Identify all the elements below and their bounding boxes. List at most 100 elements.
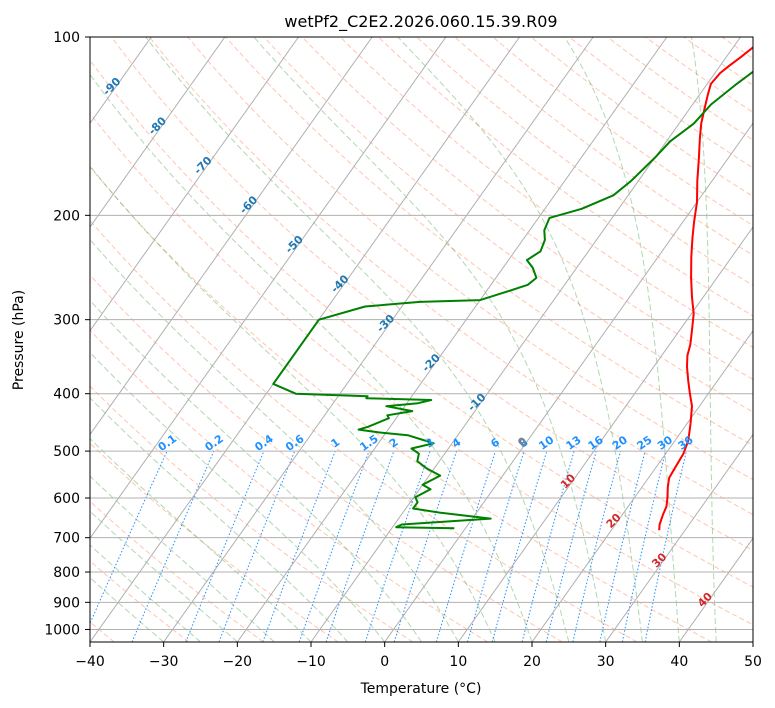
y-tick-label: 1000 [44, 622, 80, 638]
y-axis-label: Pressure (hPa) [11, 290, 27, 390]
x-tick-label: −40 [75, 654, 105, 670]
dry-adiabat-line [90, 165, 712, 642]
dry-adiabat-line [339, 37, 753, 348]
y-tick-label: 700 [53, 531, 80, 547]
y-tick-label: 800 [53, 565, 80, 581]
x-tick-label: 10 [449, 654, 467, 670]
mixing-ratio-line [218, 450, 296, 642]
isotherm-line [90, 37, 373, 436]
y-tick-label: 600 [53, 491, 80, 507]
moist-adiabat-line [90, 397, 349, 642]
dry-adiabat-line [645, 37, 753, 113]
mixing-ratio-label: 6 [488, 435, 502, 450]
mixing-ratio-label: 2 [387, 436, 401, 451]
mixing-ratio-line [185, 450, 265, 642]
isotherm-line [310, 37, 741, 642]
isotherm-line [531, 329, 753, 642]
dewpoint-profile-line [272, 70, 753, 530]
isotherm-line [752, 641, 753, 642]
mixing-ratio-line [298, 450, 370, 642]
mixing-ratio-label: 3 [423, 436, 437, 451]
mixing-ratio-line [521, 450, 575, 642]
isotherm-label: -40 [328, 272, 351, 295]
moist-adiabat-line [90, 510, 238, 642]
isotherm-label: -30 [374, 312, 397, 335]
moist-adiabat-line [90, 544, 201, 642]
mixing-ratio-line [644, 450, 687, 642]
isotherm-line [90, 37, 299, 332]
isotherm-line [384, 122, 753, 642]
mixing-ratio-line [621, 450, 667, 642]
dry-adiabat-line [492, 37, 753, 227]
moist-adiabat-line [253, 37, 607, 642]
mixing-ratio-label: 25 [635, 433, 655, 452]
x-tick-label: 40 [670, 654, 688, 670]
moist-adiabat-line [564, 37, 680, 642]
dry-adiabat-line [90, 59, 753, 588]
temperature-profile-line [658, 46, 753, 531]
dry-adiabat-line [530, 37, 753, 198]
y-tick-label: 100 [53, 30, 80, 46]
mixing-ratio-line [435, 450, 496, 642]
moist-adiabat-line [90, 73, 533, 642]
y-tick-label: 900 [53, 595, 80, 611]
isotherm-line [90, 37, 447, 540]
dry-adiabat-line [90, 219, 638, 642]
x-tick-label: −20 [223, 654, 253, 670]
dry-adiabat-line [607, 37, 753, 141]
x-axis: −40 −30 −20 −10 0 10 20 30 40 50 [75, 642, 762, 670]
y-tick-label: 300 [53, 313, 80, 329]
isotherm-label: 40 [695, 590, 715, 610]
moist-adiabat-line [90, 165, 496, 642]
moist-adiabat-line [90, 437, 312, 642]
mixing-ratio-label: 16 [586, 433, 606, 453]
dry-adiabat-line [90, 274, 563, 642]
dry-adiabat-line [90, 112, 753, 626]
chart-title: wetPf2_C2E2.2026.060.15.39.R09 [284, 12, 557, 32]
mixing-ratio-line [131, 450, 215, 642]
mixing-ratio-label: 30 [655, 433, 675, 453]
mixing-ratio-line [325, 450, 395, 642]
isotherm-label: -70 [191, 154, 214, 177]
moist-adiabat-line [397, 37, 643, 642]
mixing-ratio-line [572, 450, 621, 642]
mixing-ratio-line [90, 450, 168, 625]
mixing-ratio-line [364, 450, 431, 642]
isotherm-line [236, 37, 668, 642]
dry-adiabat-line [378, 37, 753, 317]
y-axis: 100 200 300 400 500 600 700 800 900 1000 [44, 30, 90, 638]
isotherm-label: 10 [558, 471, 578, 491]
dry-adiabat-line [149, 37, 753, 516]
isotherm-label: -50 [283, 233, 306, 256]
sounding-layer [272, 46, 753, 531]
dry-adiabat-line [454, 37, 753, 256]
moist-adiabat-line [691, 37, 717, 642]
grid-layer [90, 37, 753, 642]
mixing-ratio-line [599, 450, 646, 642]
moist-adiabat-line [90, 299, 422, 642]
mixing-ratio-line [467, 450, 525, 642]
isotherm-label: -20 [420, 351, 443, 374]
y-tick-label: 200 [53, 208, 80, 224]
moist-adiabat-line [90, 475, 275, 642]
dry-adiabat-line [683, 37, 753, 86]
mixing-ratio-line [262, 450, 336, 642]
x-tick-label: −10 [296, 654, 326, 670]
dry-adiabat-line [111, 37, 753, 551]
isotherm-line [163, 37, 594, 642]
isopleth-label-layer: 0.1 0.2 0.4 0.6 1 1.5 2 3 4 6 8 10 13 16 20 25 30 36-100-… [100, 75, 715, 610]
dry-adiabat-line [263, 37, 753, 413]
y-tick-label: 400 [53, 387, 80, 403]
moist-adiabat-line [90, 351, 386, 642]
mixing-ratio-label: 1 [329, 436, 343, 451]
x-axis-label: Temperature (°C) [360, 681, 482, 697]
dry-adiabat-line [90, 329, 488, 642]
moist-adiabat-line [90, 577, 165, 642]
mixing-ratio-label: 10 [536, 433, 556, 453]
moist-adiabat-line [90, 238, 459, 642]
dry-adiabat-line [90, 385, 414, 642]
dry-adiabat-line [90, 442, 339, 642]
mixing-ratio-line [491, 450, 548, 642]
x-tick-label: 0 [380, 654, 389, 670]
